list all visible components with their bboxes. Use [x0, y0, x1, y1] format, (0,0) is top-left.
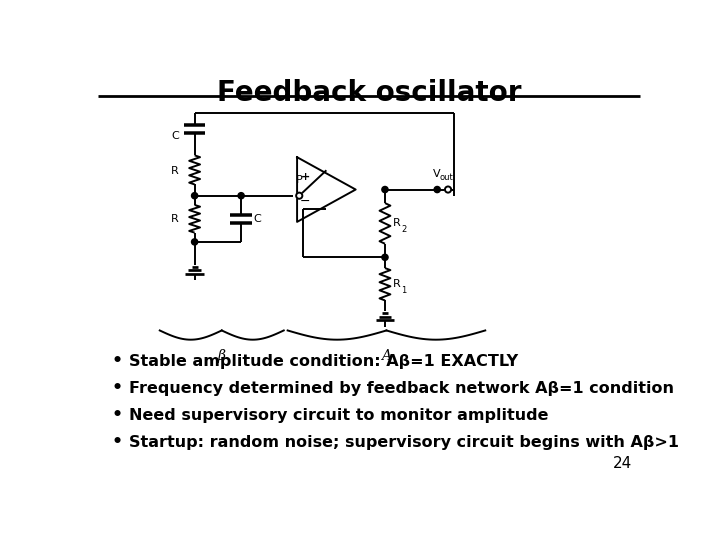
Text: P: P [296, 175, 302, 185]
Circle shape [192, 239, 198, 245]
Text: •: • [112, 379, 123, 397]
Circle shape [445, 186, 451, 193]
Text: Feedback oscillator: Feedback oscillator [217, 79, 521, 107]
Text: 24: 24 [613, 456, 632, 471]
Text: •: • [112, 352, 123, 370]
Text: β: β [217, 349, 226, 363]
Circle shape [296, 193, 302, 199]
Text: •: • [112, 433, 123, 451]
Circle shape [434, 186, 441, 193]
Circle shape [238, 193, 244, 199]
Text: A: A [382, 349, 392, 363]
Text: Need supervisory circuit to monitor amplitude: Need supervisory circuit to monitor ampl… [129, 408, 548, 423]
Text: Frequency determined by feedback network Aβ=1 condition: Frequency determined by feedback network… [129, 381, 674, 396]
Text: out: out [439, 173, 454, 182]
Text: 1: 1 [401, 286, 407, 295]
Circle shape [192, 193, 198, 199]
Text: R: R [392, 218, 400, 228]
Text: V: V [433, 169, 440, 179]
Text: •: • [112, 406, 123, 424]
Text: R: R [171, 166, 179, 176]
Text: C: C [253, 214, 261, 224]
Text: 2: 2 [401, 225, 407, 234]
Text: Stable amplitude condition: Aβ=1 EXACTLY: Stable amplitude condition: Aβ=1 EXACTLY [129, 354, 518, 369]
Text: R: R [171, 214, 179, 224]
Circle shape [382, 254, 388, 260]
Text: −: − [300, 195, 310, 208]
Text: +: + [300, 172, 310, 183]
Text: R: R [392, 279, 400, 289]
Text: Startup: random noise; supervisory circuit begins with Aβ>1: Startup: random noise; supervisory circu… [129, 435, 679, 450]
Text: C: C [171, 131, 179, 141]
Circle shape [382, 186, 388, 193]
